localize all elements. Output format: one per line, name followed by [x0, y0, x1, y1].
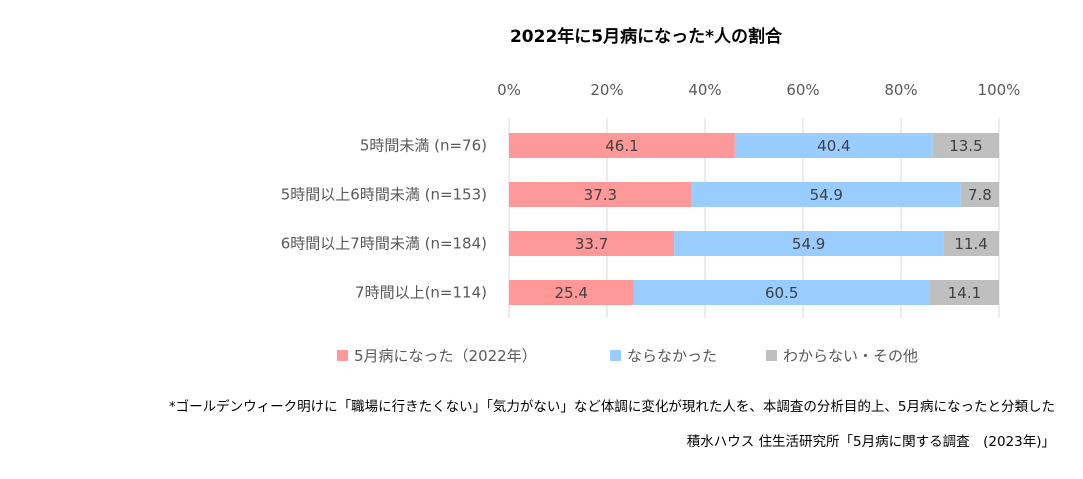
- category-labels: 5時間未満 (n=76) 5時間以上6時間未満 (n=153) 6時間以上7時間未満…: [281, 137, 487, 302]
- bar-segment: [960, 182, 999, 207]
- data-label: 25.4: [555, 284, 588, 302]
- legend-label: 5月病になった（2022年）: [354, 347, 537, 365]
- data-label: 40.4: [817, 137, 850, 155]
- chart-title: 2022年に5月病になった*人の割合: [510, 26, 783, 47]
- bar-segment: [691, 182, 961, 207]
- bar-segment: [509, 231, 675, 256]
- data-label: 60.5: [765, 284, 798, 302]
- data-label: 54.9: [792, 235, 825, 253]
- legend-swatch: [766, 350, 777, 361]
- bar-segment: [943, 231, 999, 256]
- data-label: 11.4: [954, 235, 987, 253]
- bar-segment: [932, 133, 999, 158]
- bars: [509, 133, 999, 305]
- legend-label: わからない・その他: [783, 347, 918, 365]
- legend-label: ならなかった: [627, 347, 717, 365]
- footnote: *ゴールデンウィーク明けに「職場に行きたくない」「気力がない」など体調に変化が現…: [169, 398, 1055, 415]
- data-label: 54.9: [810, 186, 843, 204]
- x-tick-label: 100%: [978, 81, 1021, 99]
- x-tick-label: 80%: [884, 81, 917, 99]
- data-label: 7.8: [968, 186, 992, 204]
- legend-swatch: [337, 350, 348, 361]
- bar-segment: [509, 182, 692, 207]
- data-label: 46.1: [605, 137, 638, 155]
- bar-segment: [674, 231, 944, 256]
- category-label: 5時間以上6時間未満 (n=153): [281, 186, 487, 204]
- data-labels: 46.1 40.4 13.5 37.3 54.9 7.8 33.7 54.9 11.4 25.4 6…: [555, 137, 992, 302]
- data-label: 13.5: [949, 137, 982, 155]
- x-tick-label: 40%: [688, 81, 721, 99]
- data-label: 37.3: [584, 186, 617, 204]
- bar-segment: [509, 280, 634, 305]
- legend: 5月病になった（2022年） ならなかった わからない・その他: [337, 347, 918, 365]
- x-tick-label: 60%: [786, 81, 819, 99]
- x-axis-tick-labels: 0% 20% 40% 60% 80% 100%: [497, 81, 1020, 99]
- bar-segment: [929, 280, 999, 305]
- category-label: 6時間以上7時間未満 (n=184): [281, 235, 487, 253]
- legend-swatch: [610, 350, 621, 361]
- bar-segment: [633, 280, 930, 305]
- bar-segment: [734, 133, 933, 158]
- x-tick-label: 0%: [497, 81, 521, 99]
- category-label: 7時間以上(n=114): [355, 284, 487, 302]
- x-tick-label: 20%: [590, 81, 623, 99]
- data-label: 14.1: [948, 284, 981, 302]
- data-label: 33.7: [575, 235, 608, 253]
- category-label: 5時間未満 (n=76): [360, 137, 487, 155]
- source-note: 積水ハウス 住生活研究所「5月病に関する調査 (2023年)」: [687, 434, 1055, 450]
- bar-segment: [509, 133, 735, 158]
